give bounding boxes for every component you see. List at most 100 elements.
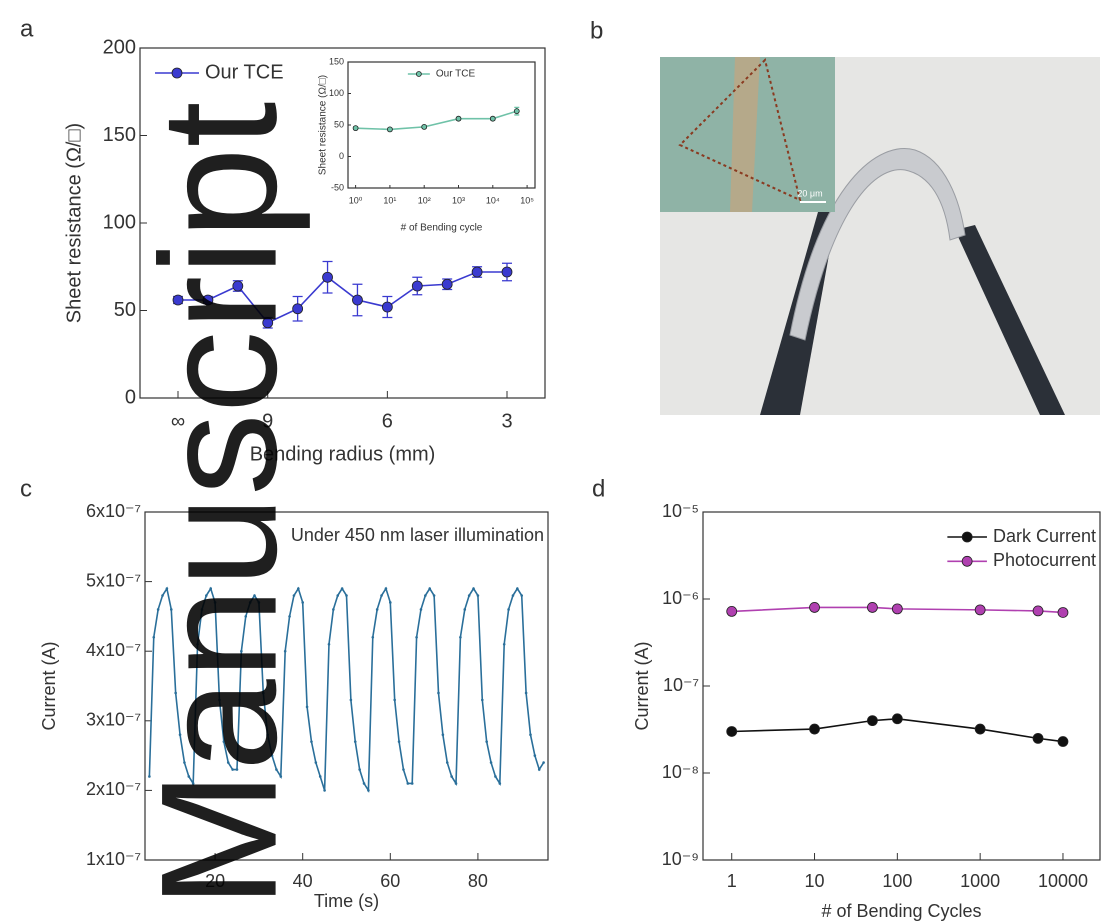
data-point: [476, 594, 480, 597]
data-point: [301, 601, 304, 604]
data-point: [455, 115, 462, 122]
data-point: [169, 608, 173, 611]
data-point: [489, 115, 496, 122]
y-axis-label: Current (A): [632, 641, 652, 730]
data-point: [323, 789, 326, 792]
x-tick-label: ∞: [171, 410, 185, 432]
x-tick-label: 60: [380, 871, 400, 891]
data-point: [172, 294, 184, 306]
data-point: [809, 723, 820, 735]
scale-label: 20 μm: [797, 188, 822, 198]
x-tick-label: 10⁰: [349, 195, 363, 205]
data-point: [472, 587, 475, 590]
data-point: [349, 698, 353, 702]
x-tick-label: 1000: [960, 871, 1000, 891]
data-point: [314, 761, 318, 764]
y-tick-label: 2x10⁻⁷: [86, 779, 141, 799]
x-axis-label: # of Bending Cycles: [821, 901, 981, 921]
data-point: [406, 782, 410, 785]
data-point: [424, 594, 427, 597]
data-point: [537, 768, 541, 771]
data-point: [187, 775, 191, 778]
legend-label: Our TCE: [205, 61, 284, 83]
y-tick-label: 0: [125, 386, 136, 408]
data-point: [411, 280, 423, 292]
data-point: [397, 740, 401, 743]
data-point: [450, 775, 453, 778]
data-point: [867, 602, 878, 613]
inset-background: [348, 62, 535, 188]
data-point: [332, 608, 335, 611]
data-point: [174, 691, 177, 695]
x-tick-label: 10¹: [383, 195, 396, 205]
data-point: [1032, 605, 1044, 617]
x-axis-label: Time (s): [314, 891, 379, 911]
y-tick-label: 0: [339, 151, 344, 161]
y-tick-label: 6x10⁻⁷: [86, 501, 141, 521]
x-tick-label: 9: [262, 410, 273, 432]
data-point: [454, 782, 458, 785]
data-point: [240, 649, 243, 653]
data-point: [533, 754, 537, 757]
y-tick-label: -50: [331, 182, 344, 192]
data-point: [261, 691, 265, 695]
data-point: [279, 775, 283, 778]
y-tick-label: 1x10⁻⁷: [86, 849, 141, 869]
data-point: [419, 608, 423, 611]
data-point: [421, 123, 428, 130]
y-tick-label: 100: [103, 211, 136, 233]
data-point: [513, 108, 520, 115]
data-point: [318, 775, 322, 778]
x-tick-label: 10³: [452, 195, 465, 205]
data-point: [244, 615, 248, 618]
data-point: [507, 608, 510, 611]
data-point: [257, 601, 261, 604]
legend-marker: [961, 531, 973, 543]
data-point: [726, 726, 738, 737]
data-point: [389, 601, 392, 604]
data-point: [248, 601, 252, 604]
y-tick-label: 150: [103, 124, 136, 146]
data-point: [353, 740, 357, 743]
micrograph-trace: [730, 57, 760, 212]
data-point: [253, 594, 256, 597]
data-point: [196, 642, 199, 646]
x-tick-label: 10²: [418, 195, 431, 205]
data-point: [463, 608, 467, 611]
data-point: [161, 594, 164, 597]
data-point: [148, 775, 151, 778]
x-tick-label: 100: [882, 871, 912, 891]
data-point: [1032, 732, 1044, 744]
legend-label: Our TCE: [436, 69, 476, 80]
data-point: [480, 698, 484, 702]
data-point: [428, 587, 432, 590]
data-point: [410, 782, 414, 785]
data-point: [516, 587, 519, 590]
y-tick-label: 100: [329, 88, 344, 98]
data-point: [542, 761, 545, 764]
data-point: [867, 715, 878, 727]
y-tick-label: 10⁻⁷: [663, 675, 699, 695]
x-tick-label: 1: [727, 871, 737, 891]
data-point: [340, 587, 344, 590]
data-point: [459, 635, 462, 639]
data-point: [381, 301, 393, 313]
legend-label: Photocurrent: [993, 550, 1096, 570]
data-point: [209, 587, 213, 590]
photo-panel: b 20 μm: [590, 17, 1100, 415]
y-tick-label: 10⁻⁸: [662, 762, 699, 782]
data-point: [362, 782, 366, 785]
data-point: [524, 691, 528, 695]
y-tick-label: 200: [103, 36, 136, 58]
data-point: [292, 303, 304, 315]
x-tick-label: 40: [293, 871, 313, 891]
data-point: [367, 789, 370, 792]
data-point: [467, 594, 471, 597]
data-point: [891, 603, 903, 615]
y-axis-label: Sheet resistance (Ω/□): [318, 75, 329, 175]
annotation: Under 450 nm laser illumination: [291, 525, 544, 545]
data-point: [297, 587, 300, 590]
y-tick-label: 4x10⁻⁷: [86, 640, 141, 660]
